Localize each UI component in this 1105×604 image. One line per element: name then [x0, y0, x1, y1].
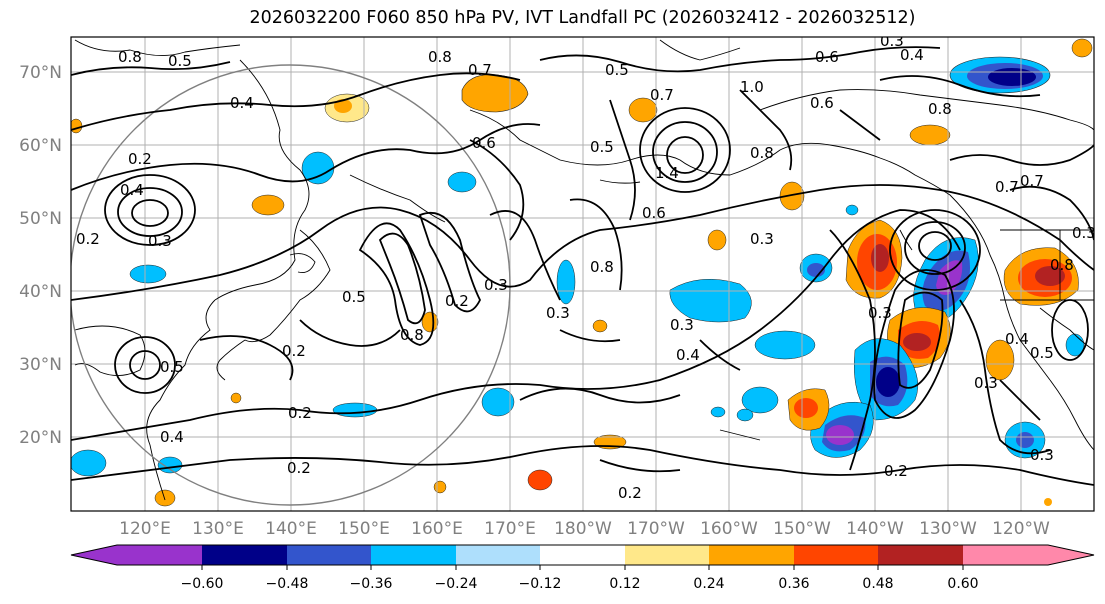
colorbar-segment [71, 545, 202, 565]
contour-label: 0.3 [880, 32, 904, 50]
contour-label: 0.2 [618, 484, 642, 502]
colorbar: −0.60 −0.48 −0.36 −0.24 −0.12 0.12 0.24 … [70, 544, 1095, 592]
lon-label: 120°E [119, 519, 171, 539]
lon-label: 140°E [265, 519, 317, 539]
colorbar-tick-label: 0.48 [862, 576, 893, 592]
colorbar-outline [70, 544, 1095, 566]
lon-label: 170°W [627, 519, 685, 539]
contour-label: 0.4 [160, 428, 184, 446]
lon-label: 170°E [484, 519, 536, 539]
contour-label: 0.8 [928, 100, 952, 118]
contour-label: 0.6 [815, 48, 839, 66]
contour-label: 0.5 [160, 358, 184, 376]
contour-label: 0.5 [168, 52, 192, 70]
contour-label: 0.2 [128, 150, 152, 168]
contour-label: 0.3 [546, 304, 570, 322]
colorbar-segment [963, 545, 1094, 565]
contour-label: 0.8 [750, 144, 774, 162]
colorbar-tick-label: 0.36 [778, 576, 809, 592]
contour-label: 0.7 [1020, 172, 1044, 190]
colorbar-tick-label: 0.12 [609, 576, 640, 592]
pv-contours [71, 46, 1094, 486]
contour-label: 1.4 [655, 164, 679, 182]
lat-label: 30°N [19, 355, 62, 375]
contour-label: 0.3 [750, 230, 774, 248]
colorbar-segment [540, 545, 625, 565]
latitude-labels: 70°N 60°N 50°N 40°N 30°N 20°N [19, 63, 62, 448]
contour-label: 0.2 [76, 230, 100, 248]
contour-label: 0.3 [1030, 446, 1054, 464]
lon-label: 160°W [700, 519, 758, 539]
contour-label: 0.2 [884, 462, 908, 480]
colorbar-segment [456, 545, 540, 565]
map-frame [70, 36, 1095, 512]
radius-circle [71, 64, 511, 506]
contour-label: 0.3 [670, 316, 694, 334]
contour-label: 0.3 [1072, 224, 1096, 242]
contour-label: 0.3 [484, 276, 508, 294]
contour-label: 0.8 [428, 48, 452, 66]
contour-label: 0.4 [1005, 330, 1029, 348]
lon-label: 150°W [773, 519, 831, 539]
contour-label: 0.8 [400, 326, 424, 344]
lat-label: 70°N [19, 63, 62, 83]
contour-label: 0.4 [900, 46, 924, 64]
lon-label: 120°W [992, 519, 1050, 539]
contour-label: 0.7 [995, 178, 1019, 196]
contour-label: 0.2 [282, 342, 306, 360]
lon-label: 140°W [846, 519, 904, 539]
contour-label: 0.8 [1050, 256, 1074, 274]
colorbar-tick-label: −0.48 [266, 576, 309, 592]
contour-label: 0.2 [288, 404, 312, 422]
lat-label: 20°N [19, 428, 62, 448]
colorbar-tick-label: 0.60 [947, 576, 978, 592]
contour-label: 0.3 [148, 232, 172, 250]
map-title: 2026032200 F060 850 hPa PV, IVT Landfall… [249, 8, 916, 28]
contour-label: 0.3 [974, 374, 998, 392]
contour-label: 0.8 [590, 258, 614, 276]
lat-label: 40°N [19, 282, 62, 302]
colorbar-segment [287, 545, 371, 565]
contour-label: 0.4 [676, 346, 700, 364]
longitude-labels: 120°E 130°E 140°E 150°E 160°E 170°E 180°… [119, 519, 1050, 539]
contour-labels: 0.8 0.8 0.7 0.5 0.6 0.5 0.3 0.4 0.7 1.0 … [76, 32, 1096, 502]
colorbar-segment [202, 545, 287, 565]
contour-label: 0.6 [642, 204, 666, 222]
contour-label: 0.6 [810, 94, 834, 112]
contour-label: 0.7 [650, 86, 674, 104]
colorbar-tick-label: 0.24 [693, 576, 724, 592]
contour-label: 0.3 [868, 304, 892, 322]
colorbar-tick-label: −0.12 [519, 576, 562, 592]
colorbar-segment [709, 545, 794, 565]
contour-label: 0.8 [118, 48, 142, 66]
contour-label: 0.2 [287, 459, 311, 477]
colorbar-segment [878, 545, 963, 565]
lat-label: 60°N [19, 136, 62, 156]
contour-label: 0.4 [230, 94, 254, 112]
contour-label: 0.5 [342, 288, 366, 306]
contour-label: 0.7 [468, 61, 492, 79]
lon-label: 160°E [411, 519, 463, 539]
lat-label: 50°N [19, 209, 62, 229]
contour-label: 1.0 [740, 78, 764, 96]
colorbar-tick-label: −0.60 [181, 576, 224, 592]
lon-label: 130°E [192, 519, 244, 539]
gridlines [71, 37, 1094, 511]
colorbar-tick-label: −0.24 [435, 576, 478, 592]
contour-label: 0.5 [590, 138, 614, 156]
lon-label: 180°W [554, 519, 612, 539]
contour-label: 0.6 [472, 134, 496, 152]
colorbar-segment [371, 545, 456, 565]
colorbar-segment [794, 545, 878, 565]
colorbar-segment [625, 545, 709, 565]
contour-label: 0.5 [605, 61, 629, 79]
coastlines [74, 39, 1094, 501]
lon-label: 150°E [338, 519, 390, 539]
colorbar-tick-label: −0.36 [350, 576, 393, 592]
contour-label: 0.2 [445, 292, 469, 310]
contour-label: 0.5 [1030, 344, 1054, 362]
lon-label: 130°W [919, 519, 977, 539]
contour-label: 0.4 [120, 181, 144, 199]
